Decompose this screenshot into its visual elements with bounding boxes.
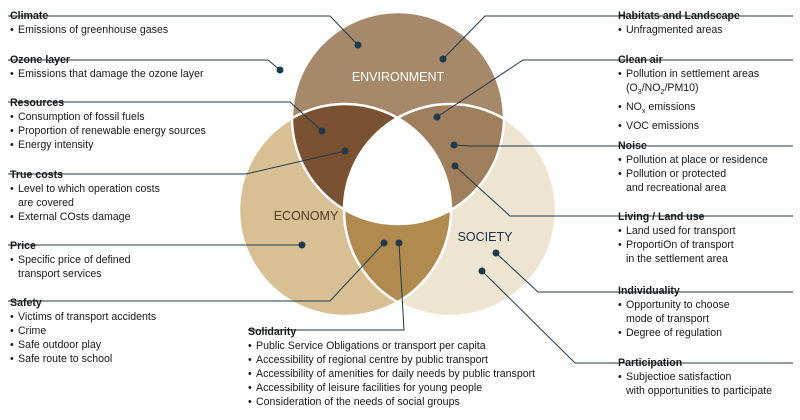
list-item: Accessibility of regional centre by publ… [248,353,535,367]
climate-block: Climate Emissions of greenhouse gases [10,9,168,37]
list-item: Accessibility of amenities for daily nee… [248,367,535,381]
individuality-title: Individuality [618,285,680,297]
clean-air-block: Clean air Pollution in settlement areas … [618,53,759,133]
society-label: SOCIETY [458,230,514,244]
dot-clean-air [433,113,441,121]
connector-lines [8,15,793,364]
habitats-block: Habitats and Landscape Unfragmented area… [618,9,740,37]
list-item: Safe route to school [10,352,156,366]
list-item: Land used for transport [618,224,736,238]
dot-solidarity [395,239,403,247]
connector-true-costs [8,150,346,175]
noise-title: Noise [618,140,647,152]
resources-title: Resources [10,97,65,109]
list-item: Emissions of greenhouse gases [10,23,168,37]
climate-title: Climate [10,10,49,22]
connector-noise [453,144,793,147]
price-block: Price Specific price of defined transpor… [10,239,130,281]
dot-individuality [492,249,500,257]
connector-dots [276,41,500,275]
list-item: Pollution at place or residence [618,153,768,167]
dot-true-costs [341,147,349,155]
list-item: Public Service Obligations or transport … [248,339,535,353]
list-item: External COsts damage [10,210,160,224]
individuality-block: Individuality Opportunity to choose mode… [618,284,730,340]
connector-climate [8,15,359,46]
list-item: Pollution or protected and recreational … [618,167,768,195]
environment-label: ENVIRONMENT [352,70,445,84]
list-item: VOC emissions [618,119,759,133]
ozone-title: Ozone layer [10,54,71,66]
dot-safety [380,239,388,247]
list-item: Proportion of renewable energy sources [10,124,206,138]
safety-block: Safety Victims of transport accidents Cr… [10,296,156,366]
living-block: Living / Land use Land used for transpor… [618,210,736,266]
noise-block: Noise Pollution at place or residence Po… [618,139,768,195]
resources-block: Resources Consumption of fossil fuels Pr… [10,96,206,152]
connector-ozone [8,59,281,71]
list-item: Consideration of the needs of social gro… [248,395,535,409]
dot-habitats [439,55,447,63]
economy-label: ECONOMY [274,209,339,223]
list-item: Crime [10,324,156,338]
safety-title: Safety [10,297,42,309]
list-item: Subjectioe satisfaction with opportuniti… [618,370,772,398]
participation-block: Participation Subjectioe satisfaction wi… [618,356,772,398]
connector-participation [481,270,793,364]
pollutant-list: (O3/NO2/PM10) [626,82,699,97]
list-item: Unfragmented areas [618,23,740,37]
connector-clean-air [436,59,793,118]
solidarity-title: Solidarity [248,326,297,338]
list-item: Emissions that damage the ozone layer [10,67,204,81]
list-item: Consumption of fossil fuels [10,110,206,124]
dot-climate [354,41,362,49]
dot-living [451,162,459,170]
solidarity-block: Solidarity Public Service Obligations or… [248,325,535,409]
dot-price [298,241,306,249]
dot-participation [478,267,486,275]
dot-resources [318,127,326,135]
list-item: Energy intensity [10,138,206,152]
list-item: Degree of regulation [618,326,730,340]
ozone-block: Ozone layer Emissions that damage the oz… [10,53,204,81]
living-title: Living / Land use [618,211,705,223]
list-item: Safe outdoor play [10,338,156,352]
price-title: Price [10,240,36,252]
connector-safety [8,242,385,302]
true-costs-title: True costs [10,169,63,181]
connector-resources [8,101,323,132]
list-item: Specific price of defined transport serv… [10,253,130,281]
connector-individuality [495,252,793,293]
list-item: Pollution in settlement areas (O3/NO2/PM… [618,67,759,100]
connector-solidarity [248,242,405,331]
list-item: Opportunity to choose mode of transport [618,298,730,326]
circle-outlines [237,10,558,318]
connector-habitats [442,15,793,60]
list-item: NOx emissions [618,100,759,119]
nox-line: NOx emissions [626,101,696,116]
participation-title: Participation [618,357,683,369]
dot-ozone [276,66,284,74]
list-item: ProportiOn of transport in the settlemen… [618,238,736,266]
true-costs-block: True costs Level to which operation cost… [10,168,160,224]
clean-air-title: Clean air [618,54,663,66]
dot-noise [450,141,458,149]
connector-living [454,165,793,217]
list-item: Level to which operation costs are cover… [10,182,160,210]
list-item: Accessibility of leisure facilities for … [248,381,535,395]
list-item: Victims of transport accidents [10,310,156,324]
habitats-title: Habitats and Landscape [618,10,740,22]
